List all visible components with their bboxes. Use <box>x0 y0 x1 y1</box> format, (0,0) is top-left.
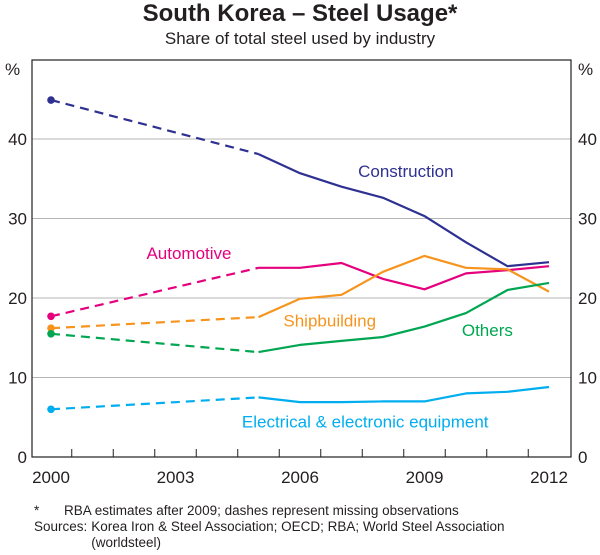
automotive-label: Automotive <box>146 244 231 263</box>
electrical-electronic-equipment-dashed-line <box>50 396 259 411</box>
x-tick-label: 2006 <box>281 468 319 487</box>
others-dashed-line <box>50 332 259 354</box>
series-lines <box>47 96 550 414</box>
chart-notes: * RBA estimates after 2009; dashes repre… <box>34 503 561 551</box>
chart-subtitle: Share of total steel used by industry <box>164 29 436 48</box>
y-tick-label-right: 40 <box>578 130 597 149</box>
construction-label: Construction <box>358 162 453 181</box>
asterisk-text: RBA estimates after 2009; dashes represe… <box>64 503 459 518</box>
asterisk-key: * <box>34 503 40 518</box>
y-tick-label-right: 10 <box>578 369 597 388</box>
y-tick-label-left: 40 <box>8 130 27 149</box>
y-axis-unit-right: % <box>578 60 593 79</box>
others-label: Others <box>462 321 513 340</box>
y-axis-labels: 0 0 10 10 20 20 30 30 40 40 <box>8 130 597 467</box>
y-tick-label-left: 0 <box>18 448 27 467</box>
x-tick-label: 2003 <box>157 468 195 487</box>
x-axis-labels: 2000 2003 2006 2009 2012 <box>32 468 568 487</box>
electrical-electronic-equipment-label: Electrical & electronic equipment <box>242 413 489 432</box>
x-tick-label: 2000 <box>32 468 70 487</box>
shipbuilding-start-marker <box>47 324 55 333</box>
sources-text: Korea Iron & Steel Association; OECD; RB… <box>91 519 505 550</box>
electrical-electronic-equipment-line <box>258 385 550 404</box>
y-tick-label-left: 10 <box>8 369 27 388</box>
sources-key: Sources: <box>34 519 88 534</box>
plot-frame <box>31 59 572 458</box>
y-axis-unit-left: % <box>5 60 20 79</box>
x-tick-label: 2009 <box>406 468 444 487</box>
y-tick-label-right: 0 <box>578 448 587 467</box>
automotive-dashed-line <box>50 266 259 318</box>
automotive-line <box>258 261 550 291</box>
construction-start-marker <box>47 96 55 104</box>
construction-line <box>258 153 550 268</box>
sources-note: Sources: Korea Iron & Steel Association;… <box>34 519 561 551</box>
construction-dashed-line <box>50 98 259 156</box>
others-start-marker <box>47 329 55 338</box>
automotive-start-marker <box>47 312 55 321</box>
electrical-electronic-equipment-start-marker <box>47 405 55 414</box>
x-axis-ticks <box>71 449 529 457</box>
y-tick-label-left: 20 <box>8 289 27 308</box>
y-tick-label-right: 30 <box>578 210 597 229</box>
x-tick-label: 2012 <box>530 468 568 487</box>
chart-title: South Korea – Steel Usage* <box>142 0 458 27</box>
y-tick-label-left: 30 <box>8 210 27 229</box>
y-tick-label-right: 20 <box>578 289 597 308</box>
shipbuilding-line <box>258 254 550 319</box>
shipbuilding-label: Shipbuilding <box>283 312 376 331</box>
asterisk-note: * RBA estimates after 2009; dashes repre… <box>34 503 561 519</box>
shipbuilding-dashed-line <box>50 316 259 330</box>
series-labels: Construction Automotive Shipbuilding Others… <box>146 162 512 431</box>
others-line <box>258 281 550 354</box>
